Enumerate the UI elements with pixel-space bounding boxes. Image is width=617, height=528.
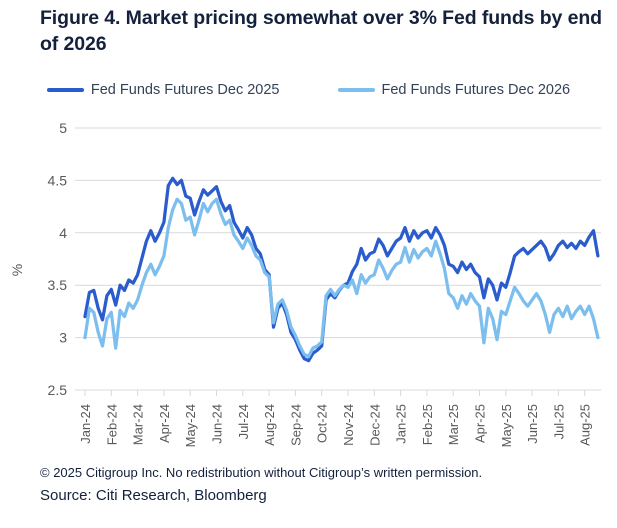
dec-2026-line-swatch-icon <box>337 87 375 93</box>
gridlines <box>75 127 601 391</box>
svg-text:Apr-25: Apr-25 <box>473 404 488 443</box>
y-axis-title: % <box>9 264 25 276</box>
svg-text:Aug-24: Aug-24 <box>262 404 277 446</box>
svg-text:Dec-24: Dec-24 <box>367 404 382 446</box>
svg-text:3: 3 <box>59 330 67 346</box>
source-text: Source: Citi Research, Bloomberg <box>40 487 267 504</box>
dec-2025-line-swatch-icon <box>46 87 84 93</box>
legend-label-dec-2026: Fed Funds Futures Dec 2026 <box>381 82 571 98</box>
svg-text:Jul-25: Jul-25 <box>551 404 566 439</box>
svg-text:Jan-25: Jan-25 <box>394 404 409 444</box>
copyright-text: © 2025 Citigroup Inc. No redistribution … <box>40 465 483 480</box>
svg-text:Jun-25: Jun-25 <box>525 404 540 444</box>
y-axis-labels: 2.5 3 3.5 4 4.5 5 <box>48 120 68 398</box>
svg-text:4.5: 4.5 <box>48 172 68 188</box>
svg-text:Apr-24: Apr-24 <box>157 404 172 443</box>
svg-text:Oct-24: Oct-24 <box>315 404 330 443</box>
svg-text:Feb-24: Feb-24 <box>104 404 119 445</box>
legend-label-dec-2025: Fed Funds Futures Dec 2025 <box>90 82 280 98</box>
svg-text:Aug-25: Aug-25 <box>578 404 593 446</box>
svg-text:May-25: May-25 <box>499 404 514 447</box>
legend-item-dec-2025: Fed Funds Futures Dec 2025 <box>46 82 280 98</box>
svg-text:Jun-24: Jun-24 <box>210 404 225 444</box>
legend-item-dec-2026: Fed Funds Futures Dec 2026 <box>337 82 571 98</box>
svg-text:2.5: 2.5 <box>48 382 68 398</box>
figure-title: Figure 4. Market pricing somewhat over 3… <box>40 7 602 55</box>
svg-text:Mar-24: Mar-24 <box>131 404 146 445</box>
x-axis-labels: Jan-24 Feb-24 Mar-24 Apr-24 May-24 Jun-24 Jul-… <box>78 390 593 447</box>
line-chart-svg: 2.5 3 3.5 4 4.5 5% Jan-24 Feb-24 Mar-24 Apr-24 May… <box>9 120 601 447</box>
chart-area: 2.5 3 3.5 4 4.5 5% Jan-24 Feb-24 Mar-24 Apr-24 May… <box>0 110 617 460</box>
svg-text:Sep-24: Sep-24 <box>288 404 303 446</box>
svg-text:Jan-24: Jan-24 <box>78 404 93 444</box>
chart-legend: Fed Funds Futures Dec 2025 Fed Funds Fut… <box>0 82 617 98</box>
svg-text:Nov-24: Nov-24 <box>341 404 356 446</box>
svg-text:4: 4 <box>59 225 67 241</box>
svg-text:May-24: May-24 <box>183 404 198 447</box>
series-line-fed-funds-dec-2026 <box>83 197 600 359</box>
svg-text:3.5: 3.5 <box>48 277 68 293</box>
svg-text:Mar-25: Mar-25 <box>446 404 461 445</box>
svg-text:5: 5 <box>59 120 67 136</box>
svg-text:Feb-25: Feb-25 <box>420 404 435 445</box>
series-line-fed-funds-dec-2025 <box>83 176 600 363</box>
svg-text:Jul-24: Jul-24 <box>236 404 251 439</box>
